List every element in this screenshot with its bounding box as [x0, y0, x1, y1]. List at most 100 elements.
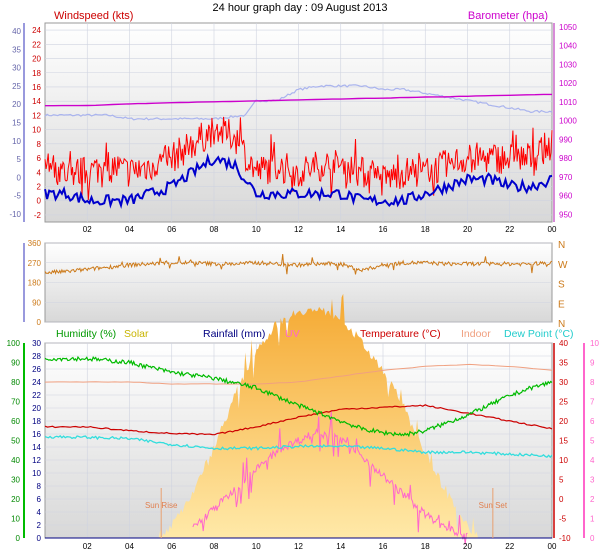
humidity-tick-label: 80	[11, 378, 20, 387]
wind-tick-label: 8	[37, 140, 42, 149]
x-tick-label: 10	[252, 225, 261, 234]
humidity-label-suffix: (%)	[100, 328, 116, 340]
temp-tick-label: 10	[559, 456, 568, 465]
wind-avg-line	[44, 152, 553, 209]
uv-label: UV	[285, 328, 300, 340]
wind-tick-label: 4	[37, 168, 42, 177]
humidity-tick-label: 50	[11, 437, 20, 446]
rain-tick-label: 10	[32, 469, 41, 478]
x-tick-label: 16	[379, 542, 388, 551]
temp-tick-label: 15	[559, 437, 568, 446]
outer-left-tick-label: 20	[12, 100, 21, 109]
outer-left-tick-label: 10	[12, 137, 21, 146]
rain-tick-label: 20	[32, 404, 41, 413]
wind-tick-label: 24	[32, 26, 41, 35]
x-tick-label: 10	[252, 542, 261, 551]
humidity-tick-label: 100	[7, 339, 21, 348]
rain-tick-label: 6	[37, 495, 42, 504]
baro-tick-label: 950	[559, 210, 573, 219]
rain-tick-label: 22	[32, 391, 41, 400]
outer-left-tick-label: 0	[17, 173, 22, 182]
humidity-line	[44, 355, 553, 438]
temp-tick-label: -5	[559, 515, 567, 524]
rain-tick-label: 12	[32, 456, 41, 465]
direction-tick-label: 0	[37, 318, 42, 327]
rain-tick-label: 26	[32, 365, 41, 374]
humidity-tick-label: 0	[16, 534, 21, 543]
x-tick-label: 08	[210, 225, 219, 234]
wind-tick-label: 10	[32, 126, 41, 135]
baro-tick-label: 1050	[559, 23, 577, 32]
x-tick-label: 06	[167, 225, 176, 234]
rain-tick-label: 28	[32, 352, 41, 361]
sun-annotation-label: Sun Set	[479, 501, 508, 510]
direction-tick-label: 180	[28, 279, 42, 288]
rainfall-label: Rainfall (mm)	[203, 328, 265, 340]
outer-left-tick-label: 15	[12, 119, 21, 128]
uv-tick-label: 0	[590, 534, 595, 543]
outer-left-tick-label: 30	[12, 64, 21, 73]
direction-tick-label: 360	[28, 239, 42, 248]
baro-tick-label: 980	[559, 154, 573, 163]
rain-tick-label: 0	[37, 534, 42, 543]
wind-tick-label: 18	[32, 69, 41, 78]
outer-left-tick-label: 35	[12, 45, 21, 54]
wind-tick-label: 12	[32, 111, 41, 120]
x-tick-label: 18	[421, 542, 430, 551]
sun-annotation-label: Sun Rise	[145, 501, 178, 510]
temp-tick-label: 30	[559, 378, 568, 387]
outer-left-tick-label: -5	[14, 192, 22, 201]
outer-left-tick-label: 40	[12, 27, 21, 36]
x-tick-label: 18	[421, 225, 430, 234]
x-tick-label: 12	[294, 542, 303, 551]
weather-panel: 1009080706050403020100302826242220181614…	[7, 293, 599, 551]
x-tick-label: 04	[125, 225, 134, 234]
temperature-line	[44, 404, 553, 436]
uv-tick-label: 2	[590, 495, 595, 504]
outer-trace-line	[44, 84, 553, 121]
x-tick-label: 14	[336, 542, 345, 551]
wind-tick-label: 2	[37, 182, 42, 191]
baro-tick-label: 970	[559, 173, 573, 182]
direction-line	[44, 254, 553, 275]
baro-tick-label: 990	[559, 135, 573, 144]
rain-tick-label: 30	[32, 339, 41, 348]
compass-label: N	[558, 319, 565, 330]
dewpoint-label: Dew Point (°C)	[504, 328, 574, 340]
x-tick-label: 00	[548, 225, 557, 234]
rain-tick-label: 4	[37, 508, 42, 517]
temperature-label: Temperature (°C)	[360, 328, 441, 340]
compass-label: W	[558, 260, 568, 271]
wind-tick-label: 6	[37, 154, 42, 163]
temp-tick-label: 0	[559, 495, 564, 504]
uv-tick-label: 8	[590, 378, 595, 387]
temp-tick-label: 35	[559, 359, 568, 368]
temp-tick-label: 25	[559, 398, 568, 407]
baro-tick-label: 1040	[559, 42, 577, 51]
humidity-tick-label: 90	[11, 359, 20, 368]
barometer-line	[45, 93, 552, 107]
rain-tick-label: 18	[32, 417, 41, 426]
wind-tick-label: 22	[32, 40, 41, 49]
humidity-tick-label: 60	[11, 417, 20, 426]
humidity-tick-label: 40	[11, 456, 20, 465]
uv-tick-label: 7	[590, 398, 595, 407]
uv-tick-label: 3	[590, 476, 595, 485]
x-tick-label: 22	[505, 542, 514, 551]
chart-title: 24 hour graph day : 09 August 2013	[213, 2, 388, 14]
compass-label: S	[558, 280, 565, 291]
x-tick-label: 12	[294, 225, 303, 234]
humidity-tick-label: 70	[11, 398, 20, 407]
wind-baro-panel: 4035302520151050-5-102422201816141210864…	[9, 10, 577, 234]
indoor-label: Indoor	[461, 328, 491, 340]
rain-tick-label: 2	[37, 521, 42, 530]
x-tick-label: 20	[463, 542, 472, 551]
temp-tick-label: 5	[559, 476, 564, 485]
x-tick-label: 14	[336, 225, 345, 234]
x-tick-label: 22	[505, 225, 514, 234]
baro-tick-label: 1010	[559, 98, 577, 107]
direction-tick-label: 90	[32, 298, 41, 307]
humidity-tick-label: 30	[11, 476, 20, 485]
